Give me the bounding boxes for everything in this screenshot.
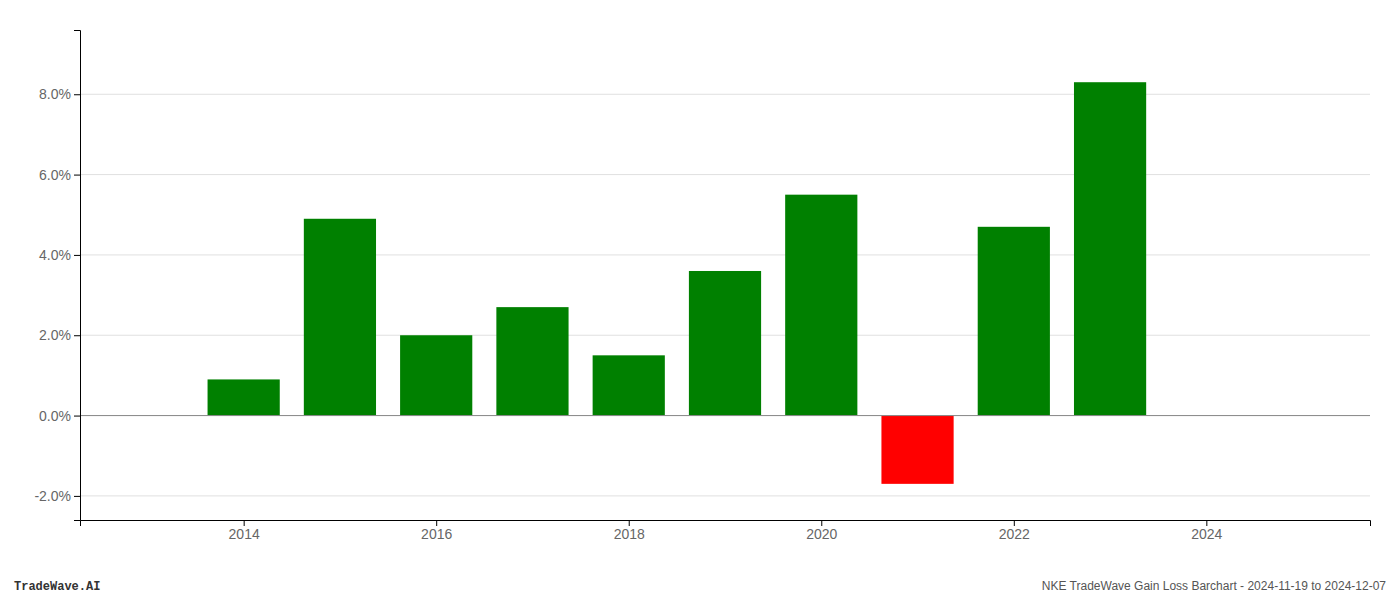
grid-line xyxy=(80,94,1370,95)
bar xyxy=(881,416,953,484)
y-tick: 2.0% xyxy=(39,327,80,343)
y-tick-mark xyxy=(74,335,80,336)
y-tick-mark xyxy=(74,94,80,95)
y-tick: 0.0% xyxy=(39,408,80,424)
x-tick-label: 2014 xyxy=(229,526,260,542)
y-tick-label: -2.0% xyxy=(34,488,71,504)
grid xyxy=(80,94,1370,496)
bar xyxy=(400,335,472,415)
bars xyxy=(80,82,1370,484)
x-axis: 2014 2016 2018 2020 2022 2024 xyxy=(81,520,1371,542)
x-tick-label: 2016 xyxy=(421,526,452,542)
x-tick: 2020 xyxy=(806,520,837,542)
y-tick-mark xyxy=(74,175,80,176)
chart: 2014 2016 2018 2020 2022 2024 -2.0% 0.0% 2.0% 4.0… xyxy=(0,0,1400,600)
x-axis-line xyxy=(81,521,1371,527)
y-axis: -2.0% 0.0% 2.0% 4.0% 6.0% 8.0% xyxy=(34,31,80,521)
grid-line xyxy=(80,415,1370,416)
bar xyxy=(978,227,1050,416)
y-tick: 6.0% xyxy=(39,167,80,183)
y-tick-mark xyxy=(74,496,80,497)
x-tick-label: 2018 xyxy=(614,526,645,542)
y-tick: -2.0% xyxy=(34,488,80,504)
bar xyxy=(304,219,376,416)
bar xyxy=(689,271,761,416)
x-tick-label: 2024 xyxy=(1191,526,1222,542)
bar xyxy=(785,195,857,416)
plot: 2014 2016 2018 2020 2022 2024 -2.0% 0.0% 2.0% 4.0… xyxy=(34,31,1370,542)
y-tick: 8.0% xyxy=(39,86,80,102)
grid-line xyxy=(80,174,1370,175)
y-tick: 4.0% xyxy=(39,247,80,263)
zero-line xyxy=(80,415,1370,416)
x-tick: 2018 xyxy=(614,520,645,542)
y-axis-line xyxy=(74,31,81,521)
y-tick-mark xyxy=(74,255,80,256)
bar xyxy=(496,307,568,415)
footer-left: TradeWave.AI xyxy=(14,580,100,594)
bar xyxy=(1074,82,1146,415)
bar xyxy=(593,355,665,415)
x-tick-label: 2022 xyxy=(999,526,1030,542)
grid-line xyxy=(80,254,1370,255)
grid-line xyxy=(80,495,1370,496)
bar xyxy=(208,379,280,415)
footer-right: NKE TradeWave Gain Loss Barchart - 2024-… xyxy=(1042,579,1387,593)
y-tick-label: 2.0% xyxy=(39,327,71,343)
x-tick: 2014 xyxy=(229,520,260,542)
y-tick-mark xyxy=(74,416,80,417)
x-tick: 2022 xyxy=(999,520,1030,542)
y-tick-label: 0.0% xyxy=(39,408,71,424)
y-tick-label: 4.0% xyxy=(39,247,71,263)
x-tick-label: 2020 xyxy=(806,526,837,542)
x-tick: 2024 xyxy=(1191,520,1222,542)
y-tick-label: 6.0% xyxy=(39,167,71,183)
x-tick: 2016 xyxy=(421,520,452,542)
y-tick-label: 8.0% xyxy=(39,86,71,102)
